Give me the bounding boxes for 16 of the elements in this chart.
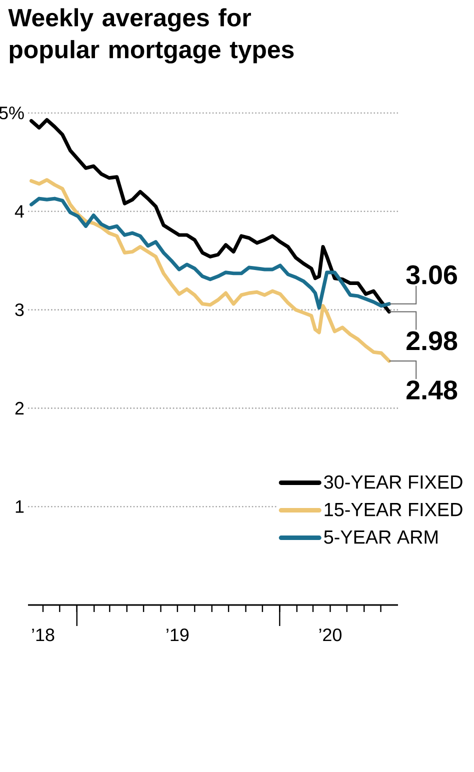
- data-label: 2.98: [406, 331, 458, 350]
- x-tick-label: ’19: [166, 628, 189, 642]
- legend-label: 5-YEAR ARM: [324, 530, 438, 544]
- chart-title: Weekly averages for popular mortgage types: [8, 8, 294, 64]
- y-tick-label: 4: [14, 205, 24, 218]
- legend-label: 15-YEAR FIXED: [324, 503, 462, 516]
- data-label: 3.06: [406, 265, 457, 284]
- y-tick-label: 2: [15, 402, 24, 414]
- data-label: 2.48: [406, 380, 458, 400]
- line-series: [30, 178, 391, 363]
- x-tick-label: ’18: [32, 628, 54, 642]
- line-series: [30, 196, 391, 310]
- legend-label: 30-YEAR FIXED: [324, 475, 462, 489]
- x-tick-label: ’20: [319, 628, 342, 642]
- y-tick-label: 3: [15, 303, 24, 316]
- y-tick-label: 1: [16, 500, 24, 513]
